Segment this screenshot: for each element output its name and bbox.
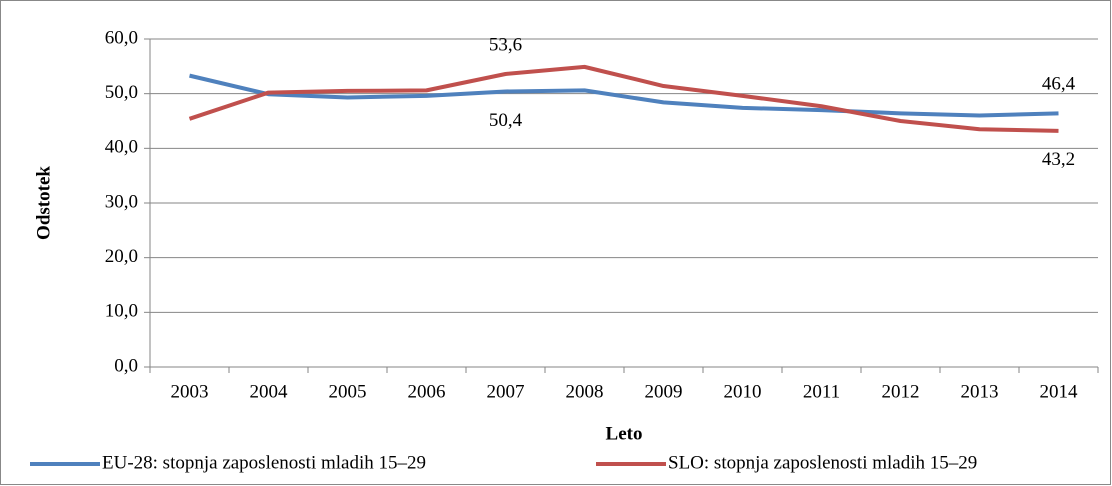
series-line <box>188 64 1059 133</box>
y-tick-label: 40,0 <box>105 137 138 158</box>
y-tick-label: 60,0 <box>105 27 138 48</box>
data-label: 46,4 <box>1042 74 1076 95</box>
x-tick-label: 2009 <box>645 381 683 402</box>
x-tick-label: 2003 <box>171 381 209 402</box>
y-tick-label: 50,0 <box>105 82 138 103</box>
x-tick-label: 2005 <box>329 381 367 402</box>
series-line <box>189 73 1059 118</box>
data-label: 53,6 <box>489 34 522 55</box>
x-tick-label: 2011 <box>803 381 840 402</box>
data-label: 43,2 <box>1042 149 1075 170</box>
legend-label: EU-28: stopnja zaposlenosti mladih 15–29 <box>102 452 426 473</box>
y-tick-label: 20,0 <box>105 246 138 267</box>
y-tick-label: 0,0 <box>114 355 138 376</box>
x-tick-label: 2006 <box>408 381 446 402</box>
x-tick-label: 2014 <box>1040 381 1079 402</box>
data-label: 50,4 <box>489 110 523 131</box>
legend-label: SLO: stopnja zaposlenosti mladih 15–29 <box>668 452 977 473</box>
x-tick-label: 2008 <box>566 381 604 402</box>
y-axis-title: Odstotek <box>33 166 54 240</box>
x-tick-label: 2013 <box>961 381 999 402</box>
x-tick-label: 2004 <box>250 381 289 402</box>
y-tick-label: 30,0 <box>105 191 138 212</box>
x-tick-label: 2010 <box>724 381 762 402</box>
x-tick-label: 2007 <box>487 381 525 402</box>
x-tick-label: 2012 <box>882 381 920 402</box>
y-tick-label: 10,0 <box>105 301 138 322</box>
x-axis-title: Leto <box>606 423 643 444</box>
